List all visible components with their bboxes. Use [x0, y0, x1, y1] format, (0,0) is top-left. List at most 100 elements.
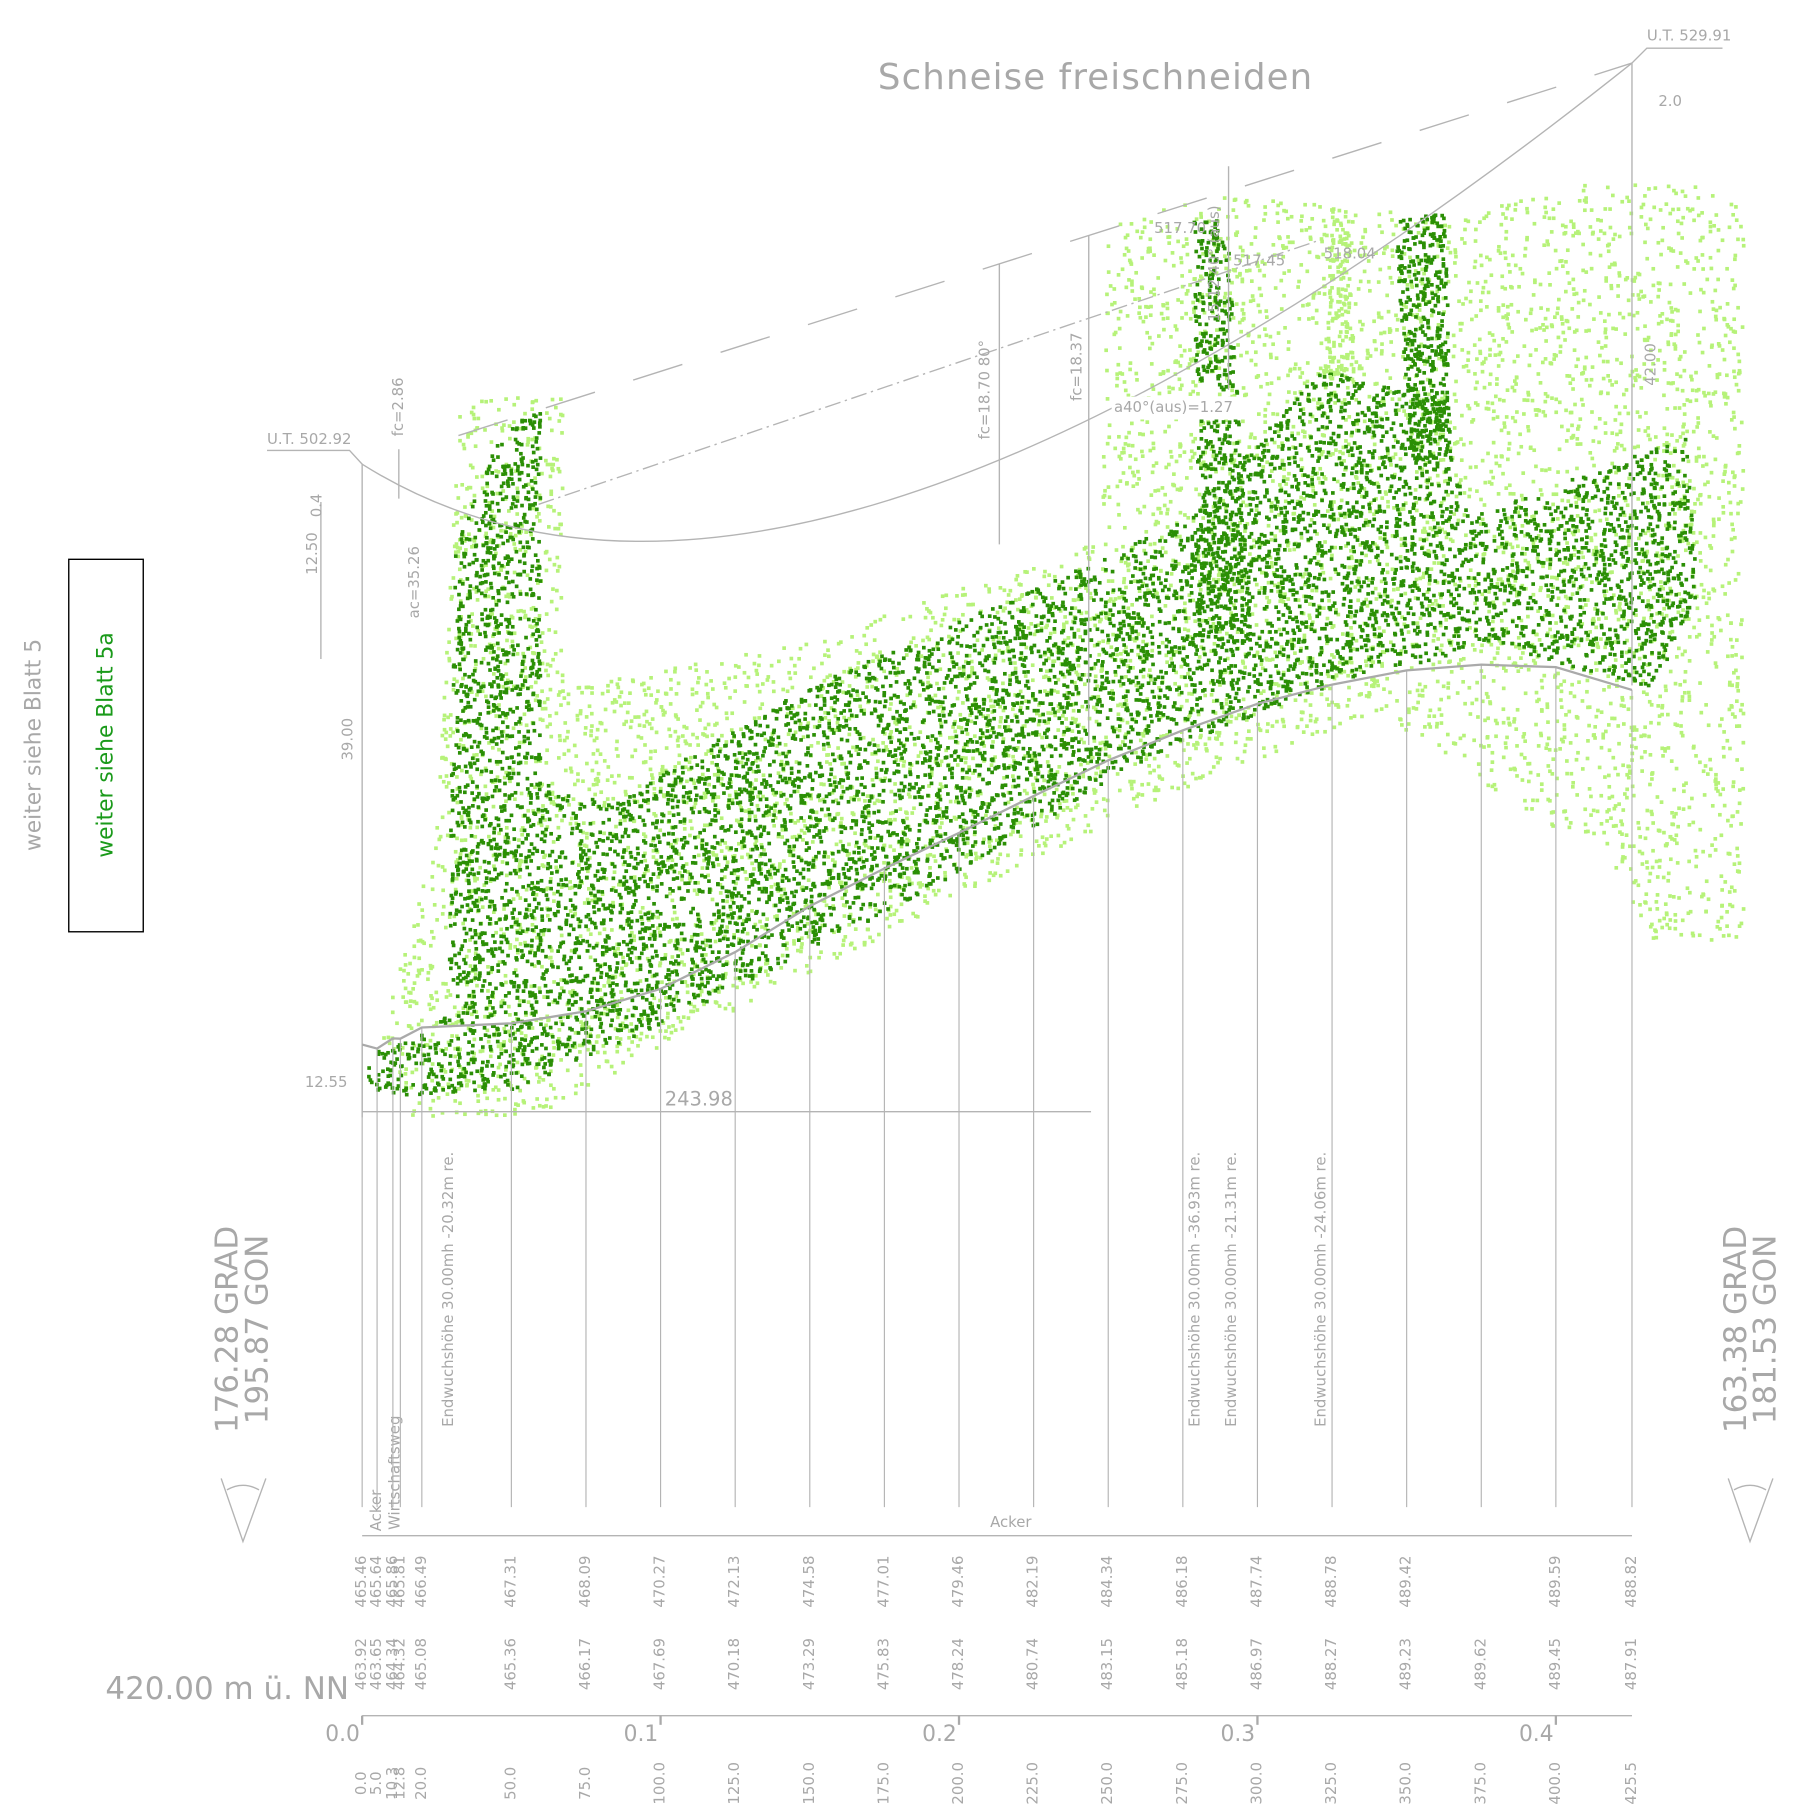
vegetation-point: [704, 952, 708, 957]
vegetation-point: [868, 935, 872, 940]
vegetation-point: [1414, 500, 1419, 505]
vegetation-point: [1513, 202, 1518, 207]
vegetation-point: [760, 702, 765, 707]
vegetation-point: [460, 482, 465, 487]
vegetation-point: [1504, 236, 1508, 241]
vegetation-point: [1538, 588, 1543, 593]
vegetation-point: [1631, 844, 1636, 848]
vegetation-point: [1649, 720, 1653, 725]
vegetation-point: [1383, 593, 1387, 597]
vegetation-point: [475, 752, 479, 757]
vegetation-point: [718, 747, 723, 751]
vegetation-point: [1013, 693, 1018, 697]
vegetation-point: [1700, 211, 1704, 215]
vegetation-point: [670, 858, 675, 862]
vegetation-point: [1696, 387, 1701, 392]
vegetation-point: [1679, 497, 1684, 502]
vegetation-point: [629, 1053, 634, 1058]
vegetation-point: [429, 929, 434, 934]
vegetation-point: [1578, 442, 1583, 446]
vegetation-point: [1733, 535, 1737, 540]
vegetation-point: [1615, 357, 1619, 362]
vegetation-point: [1113, 597, 1118, 601]
vegetation-point: [1310, 414, 1315, 419]
vegetation-point: [1736, 237, 1740, 242]
vegetation-point: [1434, 724, 1439, 729]
vegetation-point: [1310, 216, 1315, 221]
vegetation-point: [491, 672, 496, 676]
vegetation-point: [678, 1019, 683, 1024]
vegetation-point: [560, 413, 565, 418]
vegetation-point: [1530, 328, 1534, 333]
vegetation-point: [636, 734, 641, 739]
vegetation-point: [1572, 330, 1577, 334]
vegetation-point: [1453, 261, 1457, 265]
vegetation-point: [1723, 333, 1728, 338]
vegetation-point: [1443, 393, 1447, 398]
vegetation-point: [1599, 745, 1604, 750]
vegetation-point: [1422, 526, 1427, 531]
vegetation-point: [629, 930, 634, 935]
vegetation-point: [453, 550, 458, 555]
vegetation-point: [861, 735, 866, 740]
vegetation-point: [1710, 299, 1715, 304]
vegetation-point: [759, 886, 764, 891]
vegetation-point: [605, 1059, 610, 1064]
vegetation-point: [1260, 586, 1264, 590]
vegetation-point: [1154, 785, 1158, 790]
vegetation-point: [1075, 803, 1080, 807]
vegetation-point: [1184, 292, 1189, 296]
vegetation-point: [1416, 700, 1420, 705]
vegetation-point: [1661, 596, 1666, 601]
vegetation-point: [636, 1043, 640, 1048]
vegetation-point: [1668, 894, 1672, 898]
vegetation-point: [1655, 551, 1660, 556]
vegetation-point: [1738, 500, 1743, 504]
vegetation-point: [1656, 473, 1661, 478]
vegetation-point: [939, 623, 944, 628]
vegetation-point: [1380, 342, 1384, 346]
vegetation-point: [1644, 411, 1648, 415]
vegetation-point: [590, 898, 594, 903]
vegetation-point: [526, 440, 530, 445]
vegetation-point: [1148, 313, 1153, 318]
vegetation-point: [725, 845, 729, 850]
vegetation-point: [1576, 528, 1581, 533]
vegetation-point: [895, 666, 900, 671]
vegetation-point: [1132, 579, 1137, 584]
vegetation-point: [1347, 697, 1351, 702]
vegetation-point: [1504, 216, 1508, 220]
vegetation-point: [1416, 258, 1421, 263]
vegetation-point: [1677, 536, 1682, 541]
vegetation-point: [590, 691, 594, 695]
vegetation-point: [1591, 808, 1596, 813]
vegetation-point: [889, 789, 894, 794]
vegetation-point: [445, 1092, 450, 1097]
vegetation-point: [1138, 738, 1143, 743]
vegetation-point: [1337, 308, 1341, 313]
vegetation-point: [1512, 359, 1517, 364]
vegetation-point: [430, 1062, 435, 1066]
vegetation-point: [1681, 480, 1686, 485]
vegetation-point: [1582, 288, 1587, 293]
vegetation-point: [785, 797, 789, 802]
vegetation-point: [1345, 385, 1350, 390]
vegetation-point: [1334, 570, 1338, 574]
vegetation-point: [1358, 668, 1363, 672]
vegetation-point: [521, 651, 526, 656]
vegetation-point: [1151, 446, 1156, 451]
vegetation-point: [555, 569, 560, 573]
vegetation-point: [458, 438, 462, 443]
vegetation-point: [1513, 208, 1518, 212]
vegetation-point: [1177, 377, 1182, 382]
vegetation-point: [744, 652, 748, 657]
vegetation-point: [1685, 398, 1690, 402]
vegetation-point: [1407, 274, 1412, 279]
vegetation-point: [1559, 424, 1564, 429]
vegetation-point: [479, 726, 484, 731]
vegetation-point: [1311, 296, 1316, 300]
vegetation-point: [1642, 733, 1646, 738]
vegetation-point: [1146, 673, 1151, 678]
vegetation-point: [1341, 445, 1346, 450]
vegetation-point: [1690, 931, 1695, 936]
